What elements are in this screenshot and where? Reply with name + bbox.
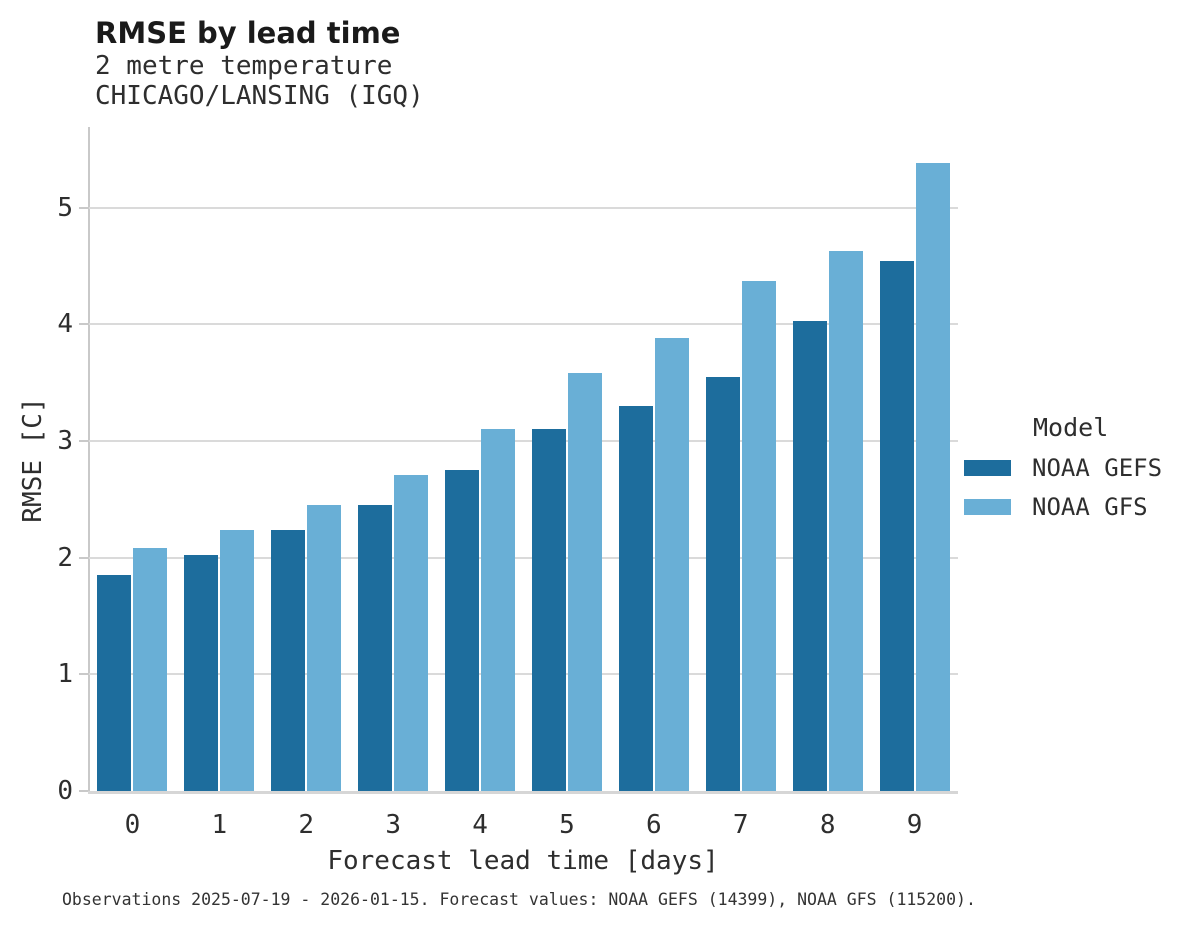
gridline-y3 xyxy=(89,439,958,442)
y-tick-label: 2 xyxy=(57,542,73,573)
y-tick-mark xyxy=(79,556,88,559)
gridline-y5 xyxy=(89,206,958,209)
bar-noaa-gfs-lead-8 xyxy=(828,250,863,791)
bar-noaa-gefs-lead-4 xyxy=(445,470,480,791)
chart-subtitle-station: CHICAGO/LANSING (IGQ) xyxy=(95,81,424,111)
y-tick-label: 3 xyxy=(57,425,73,456)
legend: Model NOAA GEFS NOAA GFS xyxy=(964,413,1163,521)
legend-item-label: NOAA GFS xyxy=(1032,493,1148,521)
bar-noaa-gfs-lead-7 xyxy=(741,281,776,791)
bar-noaa-gfs-lead-0 xyxy=(133,548,168,791)
x-tick-label: 9 xyxy=(906,810,923,840)
x-tick-label: 3 xyxy=(385,810,401,840)
chart-subtitle-variable: 2 metre temperature xyxy=(95,51,393,81)
gridline-y1 xyxy=(89,673,958,676)
gridline-y2 xyxy=(89,556,958,559)
bar-noaa-gefs-lead-6 xyxy=(618,405,653,791)
x-tick-label: 0 xyxy=(124,810,141,840)
y-tick-mark xyxy=(79,790,88,792)
x-tick-label: 5 xyxy=(559,810,575,840)
y-axis-title: RMSE [C] xyxy=(18,397,48,523)
bar-noaa-gfs-lead-2 xyxy=(307,505,342,791)
x-tick-label: 8 xyxy=(819,810,836,840)
x-tick-label: 1 xyxy=(211,810,228,840)
bar-noaa-gefs-lead-0 xyxy=(97,575,132,791)
x-axis-title: Forecast lead time [days] xyxy=(327,846,719,876)
bar-noaa-gefs-lead-2 xyxy=(271,529,306,791)
y-tick-label: 1 xyxy=(57,659,73,690)
x-tick-label: 4 xyxy=(472,810,488,840)
y-tick-mark xyxy=(79,323,88,326)
y-tick-mark xyxy=(79,439,88,442)
legend-item-label: NOAA GEFS xyxy=(1032,454,1163,482)
bar-noaa-gfs-lead-9 xyxy=(915,163,950,791)
y-axis-spine xyxy=(88,127,90,794)
plot-area: 0 1 2 3 4 5 0 1 2 3 4 5 6 7 8 9 xyxy=(57,127,958,840)
gridline-y4 xyxy=(89,323,958,326)
bar-noaa-gefs-lead-7 xyxy=(705,376,740,791)
y-tick-label: 5 xyxy=(57,192,73,223)
x-tick-label: 2 xyxy=(298,810,315,840)
bar-noaa-gefs-lead-9 xyxy=(879,261,914,791)
legend-swatch-noaa-gefs xyxy=(964,460,1011,476)
y-tick-label: 4 xyxy=(57,309,73,340)
x-axis-baseline xyxy=(88,791,958,794)
chart-title: RMSE by lead time xyxy=(95,16,401,50)
bar-noaa-gefs-lead-5 xyxy=(531,429,566,791)
legend-swatch-noaa-gfs xyxy=(964,499,1011,515)
x-tick-label: 7 xyxy=(732,810,749,840)
y-tick-mark xyxy=(79,673,88,676)
bar-noaa-gfs-lead-4 xyxy=(481,429,516,791)
bar-noaa-gefs-lead-1 xyxy=(184,555,219,791)
legend-title: Model xyxy=(1033,413,1109,442)
bar-noaa-gfs-lead-3 xyxy=(394,474,429,791)
x-tick-label: 6 xyxy=(646,810,662,840)
bar-noaa-gfs-lead-5 xyxy=(567,373,602,791)
bar-noaa-gfs-lead-1 xyxy=(220,529,255,791)
bar-noaa-gefs-lead-8 xyxy=(792,320,827,791)
bar-noaa-gfs-lead-6 xyxy=(654,338,689,791)
bar-noaa-gefs-lead-3 xyxy=(358,505,393,791)
footnote: Observations 2025-07-19 - 2026-01-15. Fo… xyxy=(62,890,976,909)
y-tick-label: 0 xyxy=(57,776,73,806)
legend-item: NOAA GFS xyxy=(964,493,1162,521)
y-tick-mark xyxy=(79,206,88,209)
legend-item: NOAA GEFS xyxy=(964,454,1163,482)
